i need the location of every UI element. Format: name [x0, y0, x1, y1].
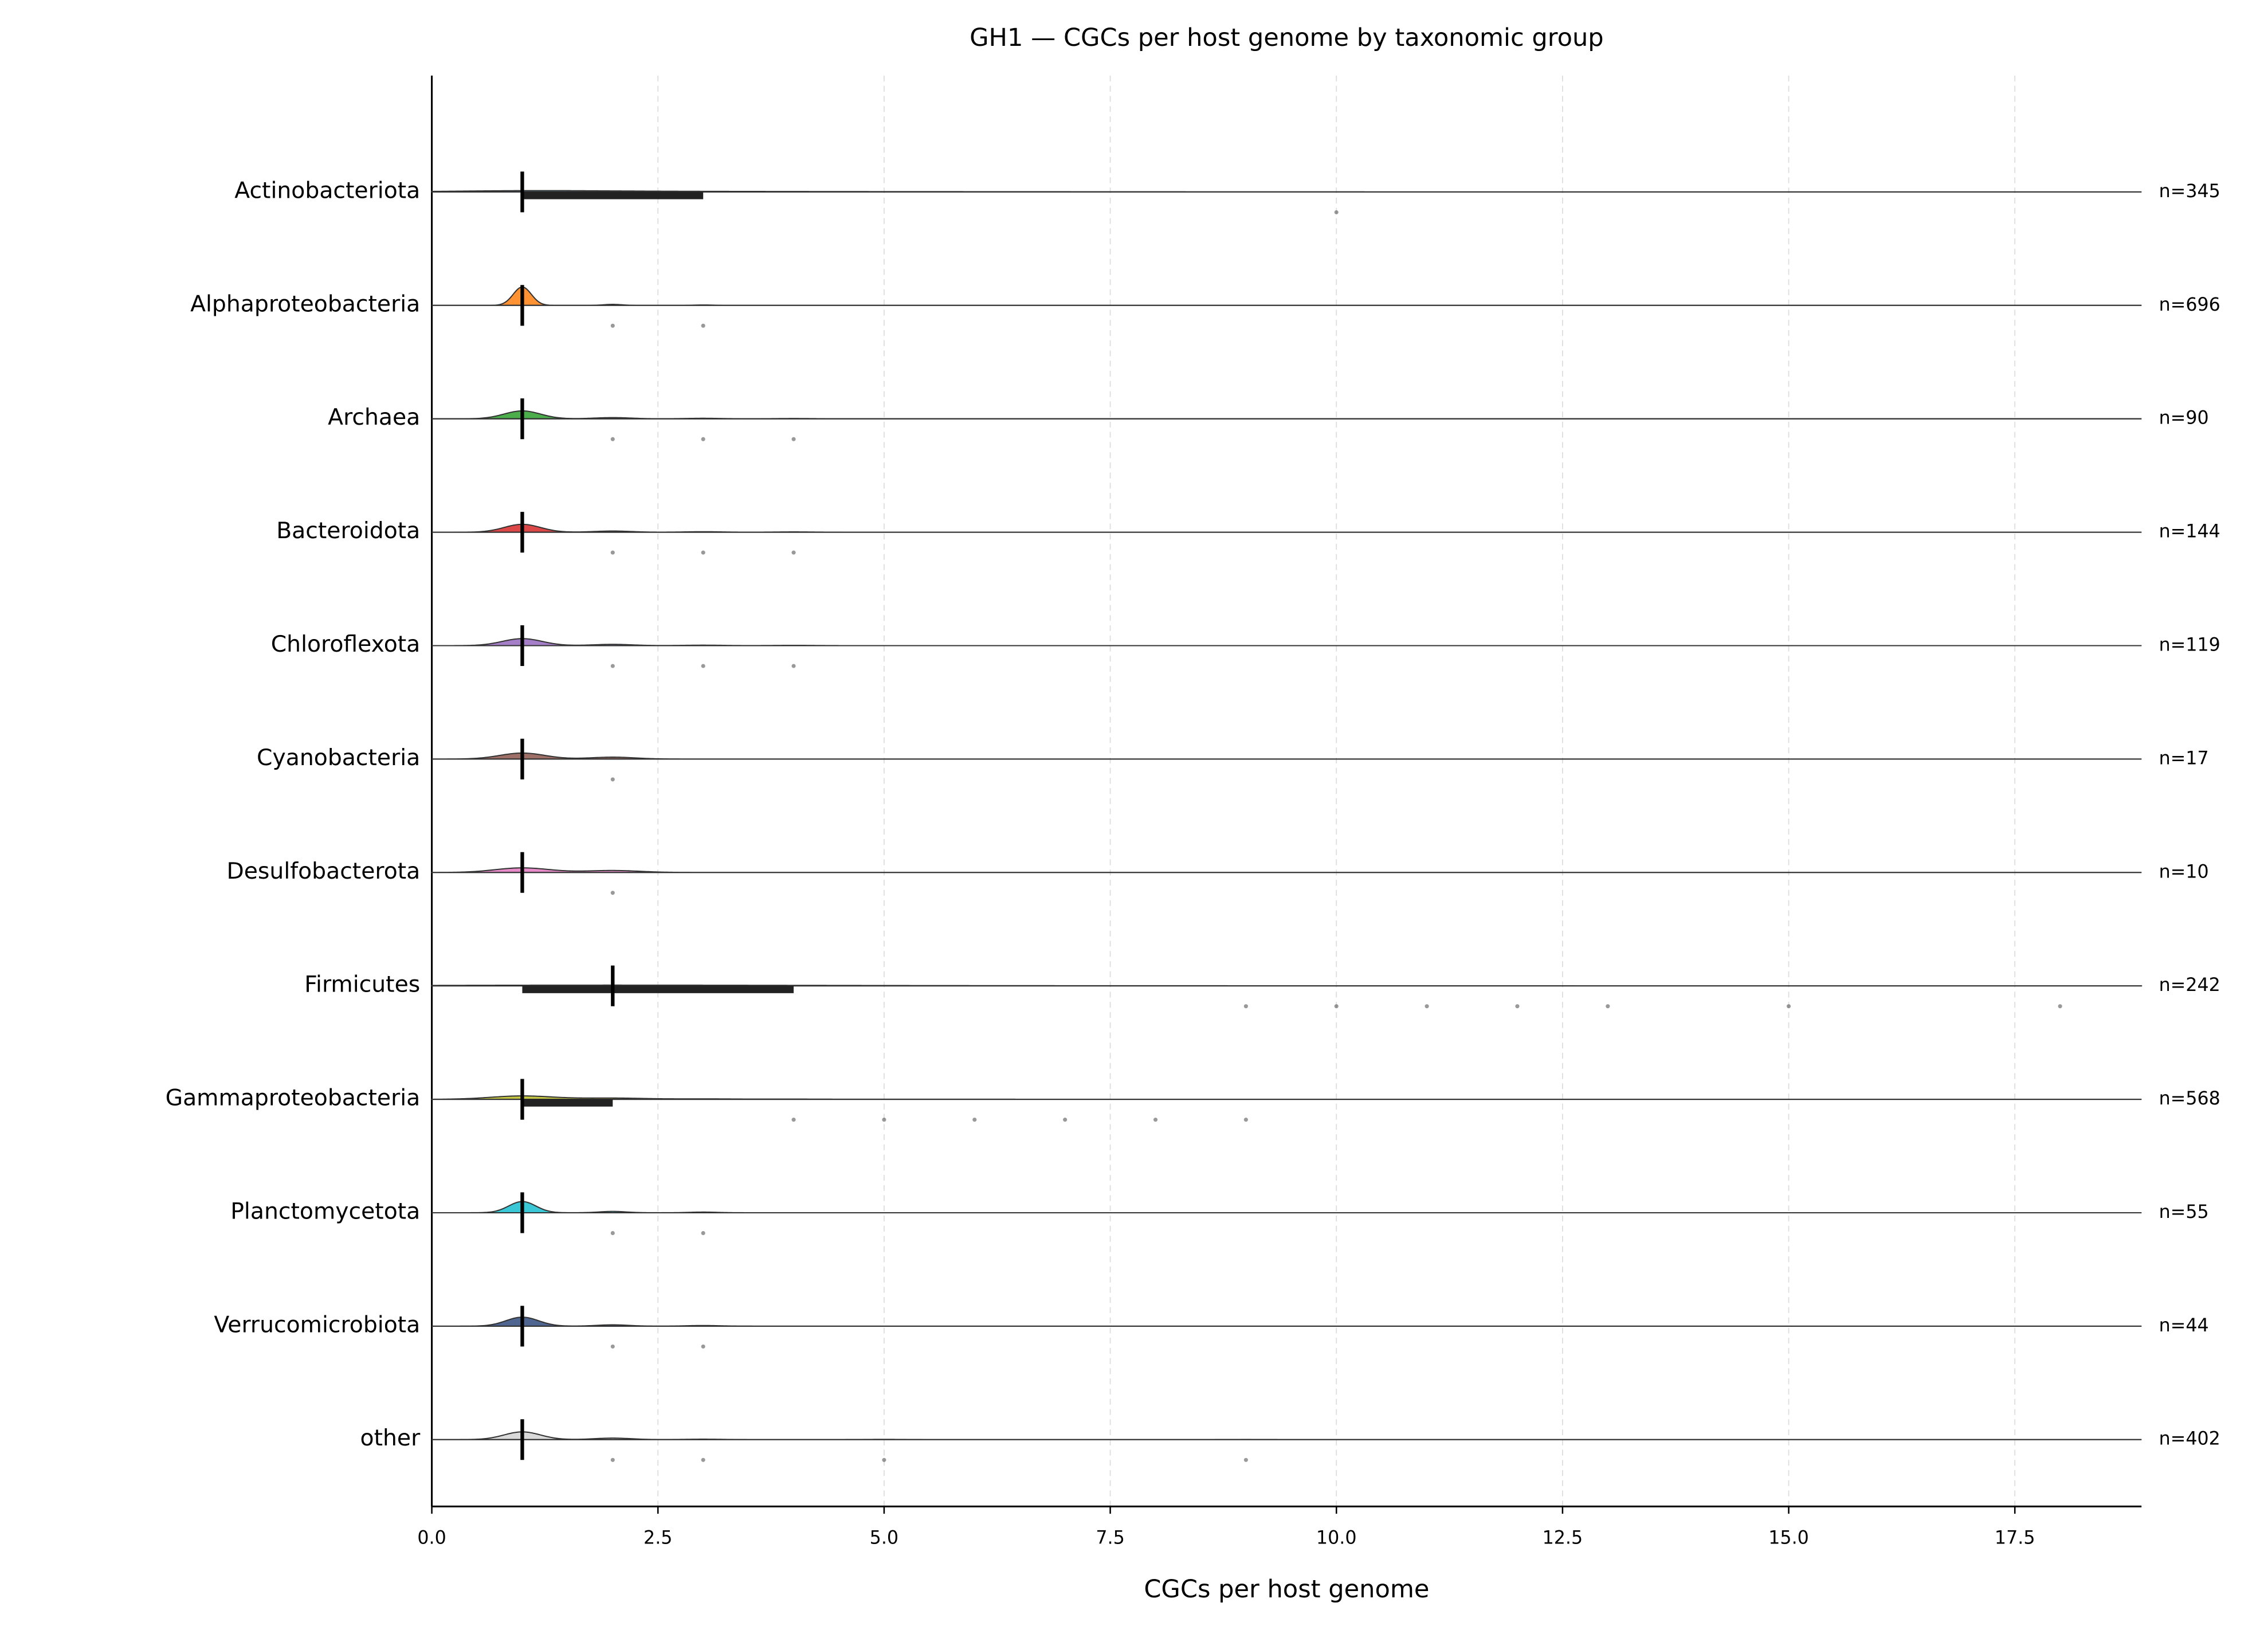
category-label: Actinobacteriota: [234, 178, 420, 203]
iqr-bar: [522, 1099, 613, 1107]
x-tick-label: 5.0: [870, 1527, 898, 1548]
x-tick-label: 2.5: [643, 1527, 672, 1548]
category-label: Cyanobacteria: [257, 745, 420, 771]
category-label: Archaea: [328, 405, 420, 430]
outlier: [972, 1118, 977, 1122]
density: [431, 1431, 2142, 1440]
count-label: n=44: [2159, 1315, 2209, 1336]
outlier: [1063, 1118, 1068, 1122]
outlier: [701, 437, 705, 441]
outlier: [610, 891, 615, 895]
outlier: [610, 1231, 615, 1236]
outlier: [1243, 1118, 1248, 1122]
category-label: Alphaproteobacteria: [190, 291, 420, 317]
count-label: n=144: [2159, 522, 2220, 542]
outlier: [701, 1457, 705, 1462]
outlier: [1334, 210, 1339, 214]
count-label: n=10: [2159, 861, 2209, 882]
category-label: other: [360, 1425, 421, 1451]
outlier: [791, 437, 796, 441]
iqr-bar: [522, 191, 704, 199]
count-label: n=90: [2159, 408, 2209, 429]
outlier: [610, 323, 615, 328]
outlier: [791, 1118, 796, 1122]
density: [431, 1317, 2142, 1327]
outlier: [701, 323, 705, 328]
outlier: [610, 437, 615, 441]
x-axis-label: CGCs per host genome: [1144, 1575, 1429, 1604]
category-label: Planctomycetota: [230, 1198, 420, 1224]
outlier: [610, 1457, 615, 1462]
outlier: [1153, 1118, 1158, 1122]
density: [431, 867, 2142, 873]
count-label: n=696: [2159, 295, 2220, 315]
outlier: [1334, 1004, 1339, 1009]
outlier: [610, 664, 615, 668]
density: [431, 752, 2142, 760]
count-label: n=55: [2159, 1202, 2209, 1223]
outlier: [791, 550, 796, 555]
outlier: [1425, 1004, 1429, 1009]
outlier: [701, 550, 705, 555]
category-label: Firmicutes: [304, 972, 420, 998]
x-tick-label: 17.5: [1995, 1527, 2035, 1548]
outlier: [610, 777, 615, 782]
category-label: Gammaproteobacteria: [166, 1086, 421, 1111]
category-label: Bacteroidota: [276, 518, 420, 544]
count-label: n=568: [2159, 1088, 2220, 1109]
x-tick-label: 7.5: [1096, 1527, 1124, 1548]
x-tick-label: 10.0: [1316, 1527, 1357, 1548]
count-label: n=242: [2159, 975, 2220, 996]
outlier: [701, 1231, 705, 1236]
outlier: [610, 1344, 615, 1349]
x-tick-label: 15.0: [1768, 1527, 1809, 1548]
outlier: [2058, 1004, 2062, 1009]
iqr-bar: [522, 986, 794, 993]
outlier: [882, 1457, 886, 1462]
x-tick-label: 12.5: [1543, 1527, 1583, 1548]
x-tick-label: 0.0: [417, 1527, 446, 1548]
category-label: Verrucomicrobiota: [214, 1312, 420, 1338]
outlier: [1243, 1457, 1248, 1462]
density: [431, 523, 2142, 533]
outlier: [791, 664, 796, 668]
count-label: n=119: [2159, 634, 2220, 655]
count-label: n=17: [2159, 748, 2209, 769]
outlier: [1786, 1004, 1791, 1009]
count-label: n=345: [2159, 181, 2220, 202]
category-label: Chloroflexota: [271, 632, 421, 657]
outlier: [1515, 1004, 1520, 1009]
chart-title: GH1 — CGCs per host genome by taxonomic …: [970, 23, 1604, 52]
category-label: Desulfobacterota: [226, 859, 420, 884]
outlier: [1243, 1004, 1248, 1009]
outlier: [701, 664, 705, 668]
outlier: [610, 550, 615, 555]
density: [431, 286, 2142, 306]
count-label: n=402: [2159, 1429, 2220, 1449]
outlier: [882, 1118, 886, 1122]
density: [431, 1201, 2142, 1213]
outlier: [1606, 1004, 1610, 1009]
density: [431, 638, 2142, 647]
outlier: [701, 1344, 705, 1349]
density: [431, 410, 2142, 420]
